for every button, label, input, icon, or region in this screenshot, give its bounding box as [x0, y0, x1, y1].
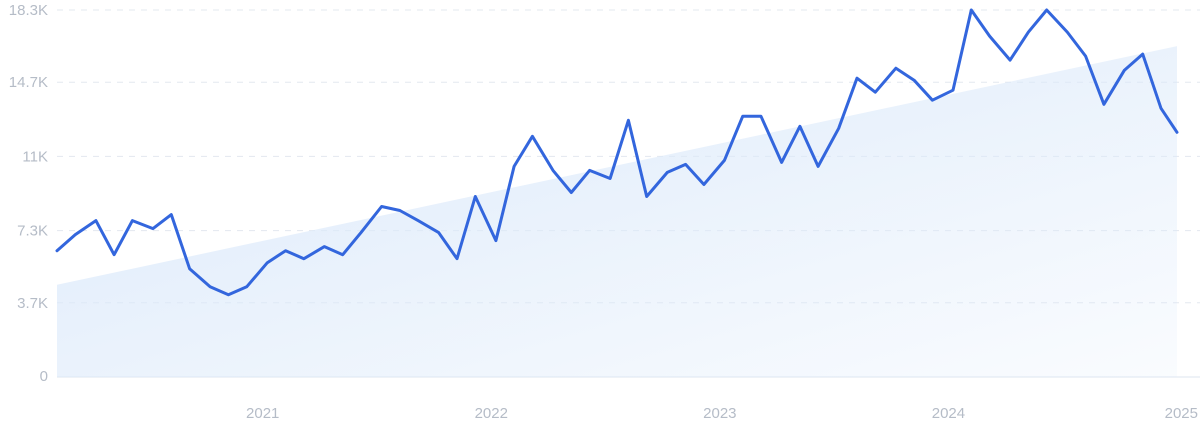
- x-tick-label: 2025: [1165, 405, 1198, 422]
- y-tick-label: 11K: [22, 148, 48, 165]
- series-line: [55, 8, 1179, 297]
- x-tick-label: 2023: [703, 405, 736, 422]
- y-tick-label: 3.7K: [17, 295, 48, 312]
- y-tick-label: 18.3K: [9, 2, 48, 19]
- y-tick-label: 0: [40, 368, 48, 385]
- y-tick-label: 7.3K: [17, 223, 48, 240]
- x-axis-ticks: 2021 2022 2023 2024 2025: [246, 405, 1198, 422]
- y-tick-label: 14.7K: [9, 74, 48, 91]
- x-tick-label: 2024: [932, 405, 965, 422]
- series-line-group: [55, 8, 1179, 297]
- trend-area-fill: [57, 46, 1177, 378]
- x-tick-label: 2021: [246, 405, 279, 422]
- x-tick-label: 2022: [475, 405, 508, 422]
- trend-area: [57, 46, 1177, 378]
- y-axis-ticks: 0 3.7K 7.3K 11K 14.7K 18.3K: [9, 2, 48, 385]
